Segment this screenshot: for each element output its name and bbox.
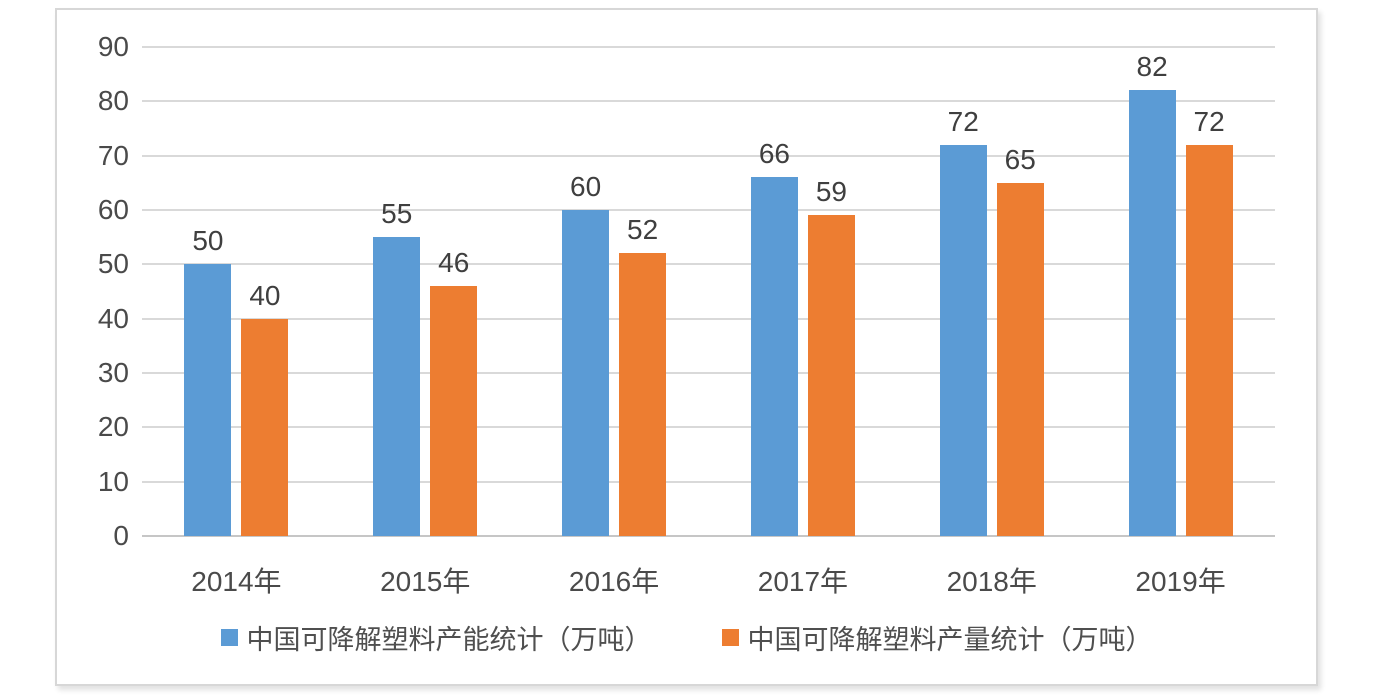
bar-output-2015年 bbox=[430, 286, 478, 536]
x-axis-category-label: 2019年 bbox=[1135, 566, 1226, 597]
bar-output-2016年 bbox=[619, 253, 667, 536]
bar-value-label: 66 bbox=[758, 138, 790, 170]
x-axis-category-label: 2015年 bbox=[380, 566, 471, 597]
bar-value-label: 72 bbox=[1193, 105, 1225, 137]
y-axis-tick-label: 10 bbox=[97, 465, 129, 497]
y-axis-tick-label: 0 bbox=[113, 520, 129, 551]
bar-value-label: 72 bbox=[947, 105, 979, 137]
grid-line-y40 bbox=[142, 317, 1275, 320]
bar-value-label: 52 bbox=[627, 214, 659, 246]
grid-line-y80 bbox=[142, 100, 1275, 103]
bar-value-label: 50 bbox=[192, 225, 224, 257]
y-axis-tick-label: 30 bbox=[97, 357, 129, 388]
bar-output-2017年 bbox=[807, 215, 855, 536]
bar-capacity-2019年 bbox=[1128, 90, 1176, 536]
y-axis-tick-label: 50 bbox=[97, 248, 129, 280]
bar-capacity-2018年 bbox=[939, 144, 987, 536]
bar-value-label: 55 bbox=[381, 198, 413, 230]
legend-label-output: 中国可降解塑料产量统计（万吨） bbox=[747, 625, 1153, 655]
bar-value-label: 59 bbox=[815, 176, 847, 208]
bar-value-label: 65 bbox=[1004, 143, 1036, 175]
grid-line-y90 bbox=[142, 46, 1275, 48]
bar-output-2014年 bbox=[241, 318, 289, 536]
grid-line-y50 bbox=[142, 263, 1275, 266]
grid-line-y70 bbox=[142, 154, 1275, 157]
chart-legend: 中国可降解塑料产能统计（万吨） 中国可降解塑料产量统计（万吨） bbox=[57, 618, 1316, 657]
bar-capacity-2017年 bbox=[750, 177, 798, 536]
bar-capacity-2015年 bbox=[373, 237, 421, 536]
bar-value-label: 82 bbox=[1136, 51, 1168, 83]
x-axis-category-label: 2018年 bbox=[946, 566, 1037, 597]
grid-line-y30 bbox=[142, 372, 1275, 374]
bar-value-label: 60 bbox=[570, 171, 602, 202]
bar-value-label: 46 bbox=[438, 247, 470, 279]
legend-swatch-capacity-icon bbox=[220, 629, 238, 646]
legend-item-capacity: 中国可降解塑料产能统计（万吨） bbox=[220, 618, 652, 657]
y-axis-tick-label: 70 bbox=[97, 139, 129, 171]
bar-value-label: 40 bbox=[249, 279, 281, 311]
bar-output-2018年 bbox=[996, 182, 1044, 536]
x-axis-category-label: 2016年 bbox=[568, 566, 660, 597]
legend-swatch-output-icon bbox=[721, 629, 739, 646]
legend-item-output: 中国可降解塑料产量统计（万吨） bbox=[721, 618, 1153, 657]
bar-capacity-2014年 bbox=[184, 264, 232, 536]
grid-line-y60 bbox=[142, 209, 1275, 211]
x-axis-category-label: 2017年 bbox=[757, 566, 849, 597]
x-axis-category-label: 2014年 bbox=[191, 566, 282, 597]
y-axis-tick-label: 80 bbox=[97, 85, 129, 117]
chart-panel: 中国可降解塑料产能统计（万吨） 中国可降解塑料产量统计（万吨） 0 10 20 30 4… bbox=[55, 8, 1318, 686]
y-axis-tick-label: 90 bbox=[97, 31, 129, 62]
y-axis-tick-label: 60 bbox=[97, 194, 129, 225]
y-axis-tick-label: 40 bbox=[97, 302, 129, 334]
grid-line-y10 bbox=[142, 480, 1275, 483]
bar-capacity-2016年 bbox=[562, 210, 610, 536]
grid-line-y20 bbox=[142, 426, 1275, 429]
legend-label-capacity: 中国可降解塑料产能统计（万吨） bbox=[246, 625, 652, 655]
grid-line-y0 bbox=[142, 535, 1275, 537]
bar-output-2019年 bbox=[1185, 144, 1233, 536]
y-axis-tick-label: 20 bbox=[97, 411, 129, 443]
